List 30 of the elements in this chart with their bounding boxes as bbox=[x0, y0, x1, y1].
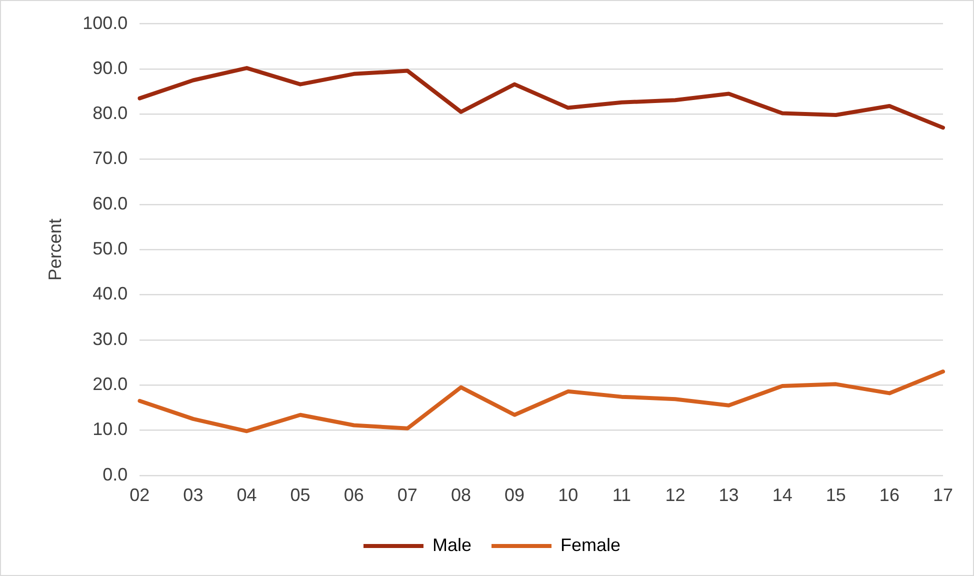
x-tick-label: 10 bbox=[558, 485, 578, 506]
y-axis-title: Percent bbox=[44, 218, 65, 281]
legend-label: Female bbox=[560, 534, 621, 555]
x-tick-label: 17 bbox=[932, 485, 954, 506]
y-tick-label: 100.0 bbox=[82, 12, 128, 33]
x-tick-label: 16 bbox=[879, 485, 900, 506]
y-tick-label: 30.0 bbox=[92, 328, 128, 349]
x-tick-label: 06 bbox=[344, 485, 364, 506]
y-tick-label: 60.0 bbox=[92, 193, 128, 214]
y-tick-label: 40.0 bbox=[92, 284, 128, 304]
y-tick-label: 70.0 bbox=[92, 148, 128, 168]
x-tick-label: 15 bbox=[826, 485, 846, 506]
x-tick-label: 14 bbox=[772, 485, 792, 506]
x-tick-label: 13 bbox=[718, 485, 739, 506]
x-tick-label: 02 bbox=[130, 485, 150, 506]
x-tick-label: 08 bbox=[450, 485, 471, 506]
x-tick-label: 05 bbox=[290, 485, 310, 506]
y-tick-label: 10.0 bbox=[92, 419, 128, 440]
x-tick-label: 11 bbox=[612, 485, 631, 506]
x-tick-label: 09 bbox=[504, 485, 525, 506]
y-tick-label: 20.0 bbox=[92, 374, 128, 394]
x-tick-label: 12 bbox=[665, 485, 686, 506]
y-tick-label: 0.0 bbox=[102, 464, 128, 484]
legend-label: Male bbox=[432, 534, 472, 555]
y-tick-label: 80.0 bbox=[92, 103, 128, 124]
y-tick-label: 90.0 bbox=[92, 58, 128, 78]
x-tick-label: 07 bbox=[397, 485, 418, 506]
x-tick-label: 03 bbox=[183, 485, 204, 506]
x-tick-label: 04 bbox=[236, 485, 257, 506]
y-tick-label: 50.0 bbox=[92, 238, 128, 259]
